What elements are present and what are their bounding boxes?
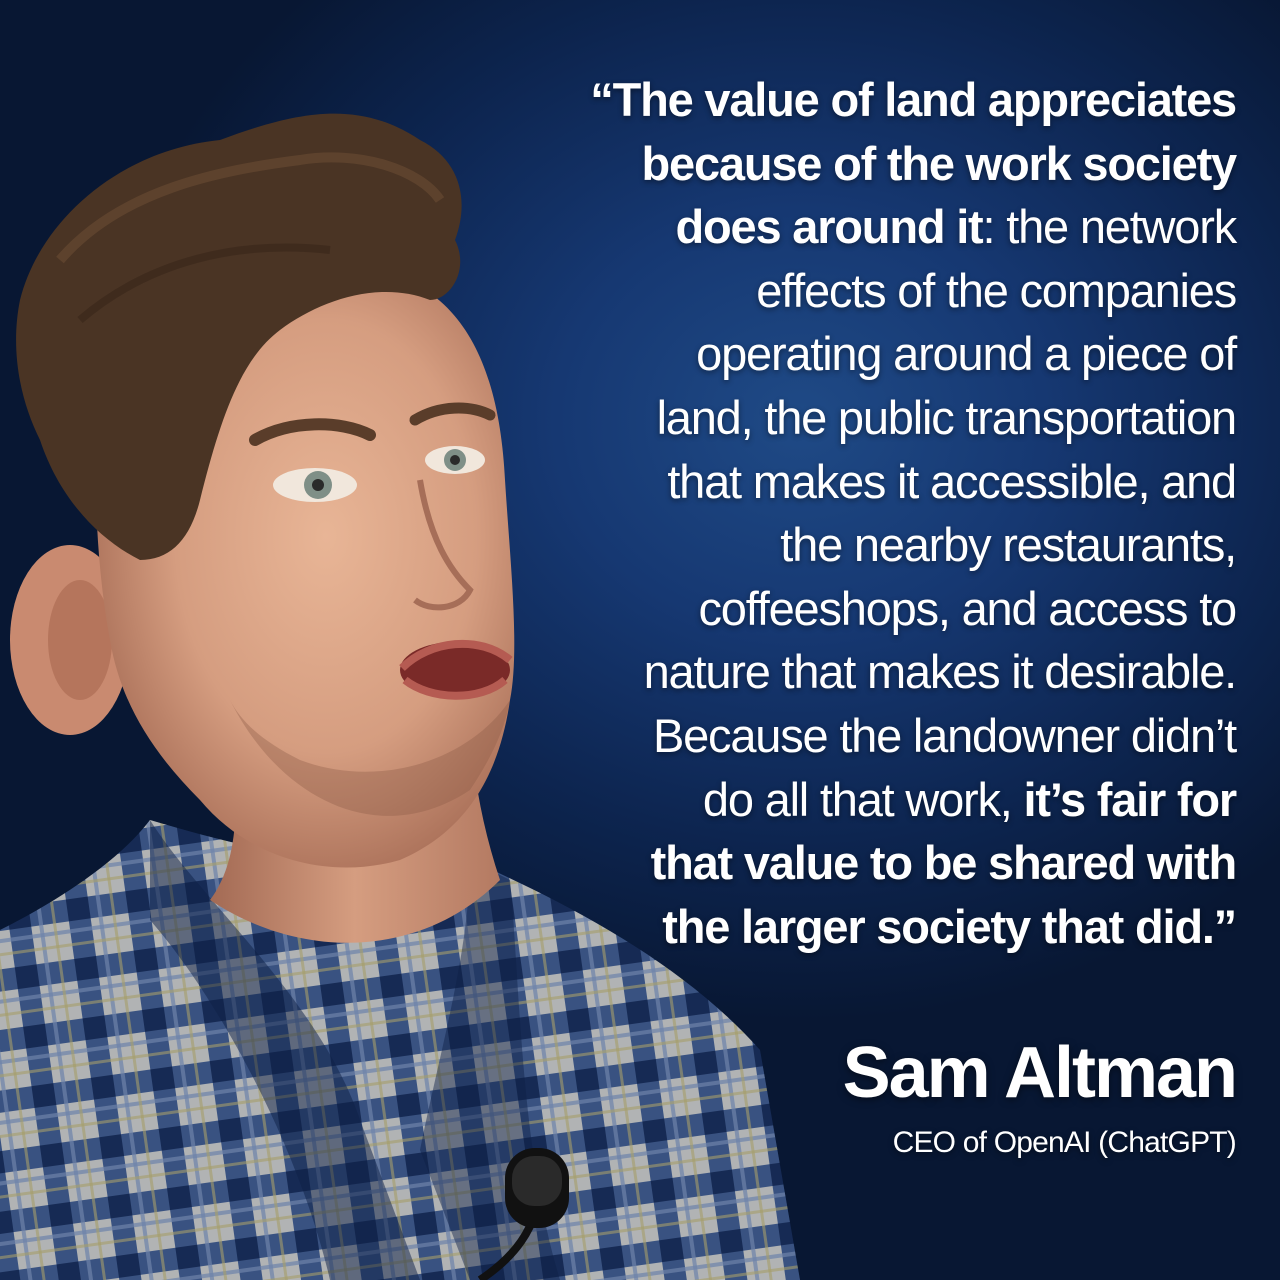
quote-line: effects of the companies <box>536 259 1237 323</box>
quote-plain: the nearby restaurants, <box>780 518 1237 572</box>
lapel-microphone-icon <box>477 1148 569 1280</box>
quote-plain: nature that makes it desirable. <box>643 645 1238 699</box>
quote-line: do all that work, it’s fair for <box>536 768 1238 832</box>
quote-line: because of the work society <box>536 132 1238 196</box>
nose <box>413 479 474 611</box>
quote-emphasis: “The value of land appreciates <box>590 73 1237 126</box>
mouth <box>400 642 510 698</box>
quote-line: that value to be shared with <box>536 831 1238 895</box>
quote-line: that makes it accessible, and <box>536 450 1237 514</box>
author-title: CEO of OpenAI (ChatGPT) <box>892 1126 1237 1159</box>
quote-emphasis: because of the work society <box>641 136 1238 190</box>
quote-emphasis: does around it <box>675 200 984 254</box>
quote-plain: effects of the companies <box>756 263 1237 317</box>
quote-plain: Because the landowner didn’t <box>652 708 1237 762</box>
right-eyebrow <box>409 402 496 426</box>
quote-line: nature that makes it desirable. <box>536 640 1238 704</box>
hair <box>16 113 462 561</box>
quote-line: coffeeshops, and access to <box>536 577 1237 641</box>
quote-plain: land, the public transportation <box>656 390 1238 444</box>
quote-line: the larger society that did.” <box>536 895 1237 959</box>
quote-plain: that makes it accessible, and <box>667 454 1237 508</box>
quote-line: land, the public transportation <box>536 386 1238 450</box>
quote-plain: operating around a piece of <box>696 327 1237 381</box>
author-name: Sam Altman <box>842 1033 1238 1113</box>
quote-emphasis: the larger society that did.” <box>662 899 1237 953</box>
quote-line: the nearby restaurants, <box>536 513 1237 577</box>
quote-line: does around it: the network <box>536 195 1238 259</box>
quote-plain: coffeeshops, and access to <box>698 581 1237 635</box>
quote-emphasis: that value to be shared with <box>650 836 1238 890</box>
quote-plain: : the network <box>982 200 1238 254</box>
quote-plain: do all that work, <box>702 772 1024 826</box>
quote-line: operating around a piece of <box>536 322 1237 386</box>
quote-line: Because the landowner didn’t <box>536 704 1237 768</box>
quote-text: “The value of land appreciates because of… <box>536 68 1238 959</box>
left-eyebrow <box>249 418 376 446</box>
quote-line: “The value of land appreciates <box>536 68 1237 132</box>
quote-emphasis: it’s fair for <box>1023 772 1238 826</box>
